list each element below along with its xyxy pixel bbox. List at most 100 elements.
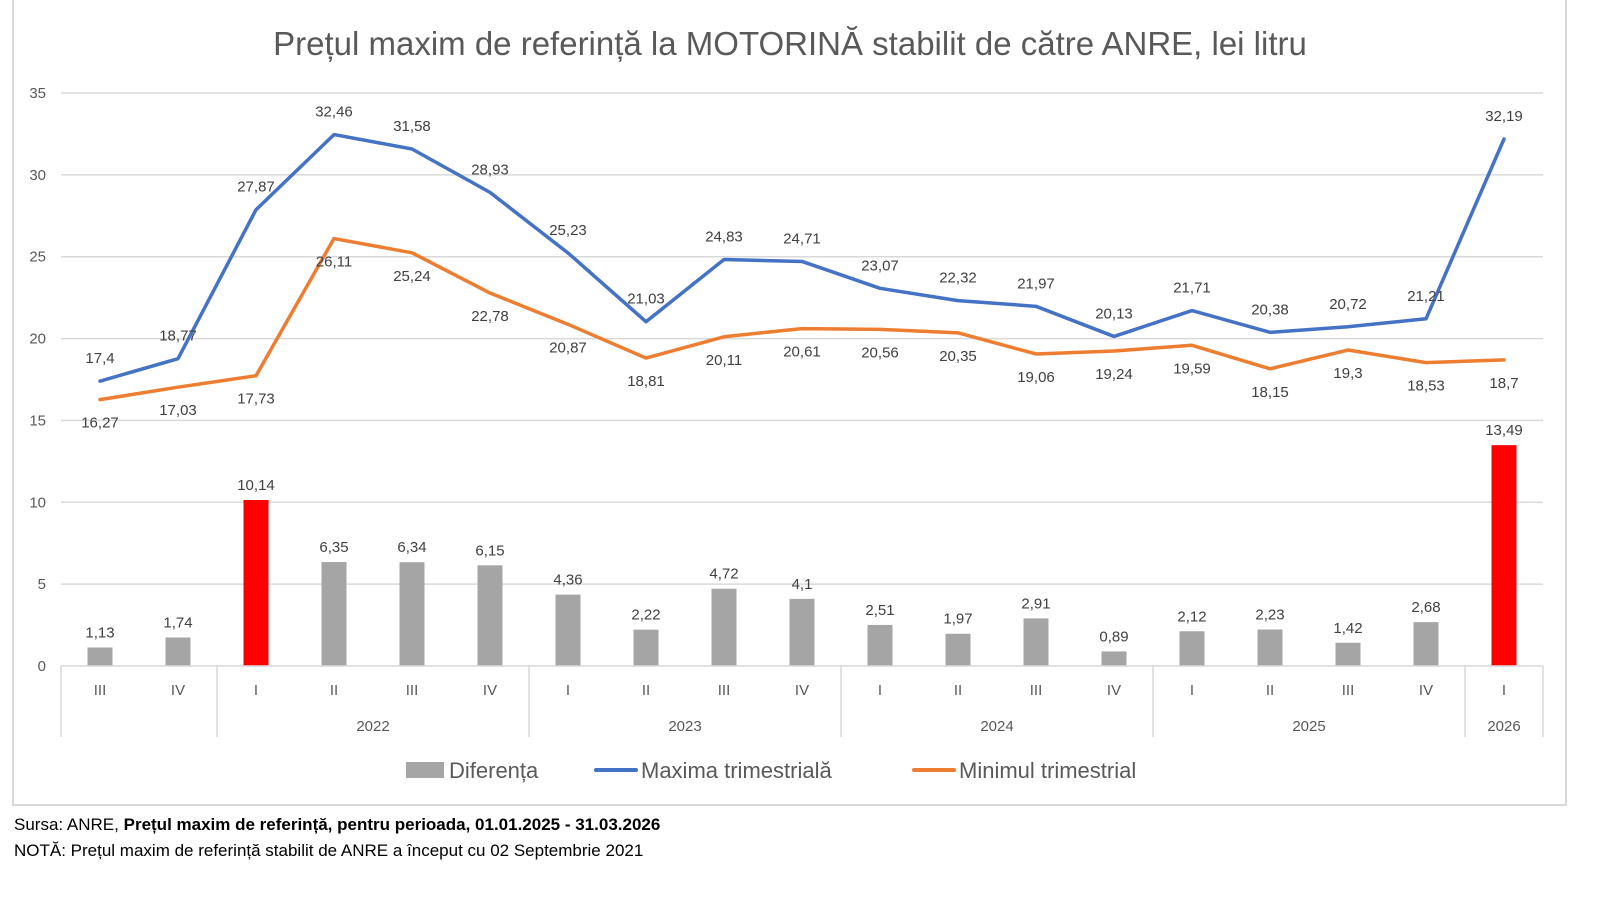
bar-diferenta bbox=[1179, 631, 1205, 666]
bar-diferenta bbox=[1335, 642, 1361, 666]
min-data-label: 26,11 bbox=[316, 254, 352, 271]
y-tick-label: 5 bbox=[38, 576, 46, 593]
x-category-label: IV bbox=[483, 682, 497, 699]
max-data-label: 23,07 bbox=[861, 257, 899, 274]
line-series bbox=[98, 132, 1506, 402]
x-category-label: I bbox=[254, 682, 258, 699]
bar-data-label: 4,36 bbox=[553, 572, 582, 589]
x-category-label: I bbox=[566, 682, 570, 699]
y-tick-label: 20 bbox=[29, 331, 46, 348]
max-data-label: 32,19 bbox=[1485, 108, 1523, 125]
chart-title: Prețul maxim de referință la MOTORINĂ st… bbox=[273, 25, 1307, 62]
min-data-label: 20,56 bbox=[861, 344, 899, 361]
x-category-label: III bbox=[1030, 682, 1043, 699]
x-category-label: IV bbox=[1107, 682, 1121, 699]
bar-diferenta bbox=[945, 633, 971, 666]
x-category-label: IV bbox=[795, 682, 809, 699]
max-data-label: 20,38 bbox=[1251, 301, 1289, 318]
legend-swatch-diferenta bbox=[406, 762, 444, 778]
max-data-label: 28,93 bbox=[471, 161, 509, 178]
bar-diferenta bbox=[1491, 445, 1517, 666]
bar-diferenta bbox=[633, 629, 659, 666]
x-category-label: II bbox=[1266, 682, 1274, 699]
bar-diferenta bbox=[243, 499, 269, 666]
y-tick-label: 0 bbox=[38, 658, 46, 675]
max-data-label: 21,97 bbox=[1017, 275, 1055, 292]
x-year-label: 2026 bbox=[1487, 718, 1520, 735]
bar-data-label: 13,49 bbox=[1485, 422, 1523, 439]
max-data-label: 18,77 bbox=[159, 328, 197, 345]
legend: Diferența Maxima trimestrială Minimul trim… bbox=[406, 758, 1136, 783]
x-axis: III IV I II III IV I II III IV I II III IV I II III IV I20… bbox=[60, 665, 1544, 737]
max-data-label: 27,87 bbox=[237, 179, 275, 196]
x-category-label: I bbox=[1502, 682, 1506, 699]
bar-data-label: 6,15 bbox=[475, 542, 504, 559]
max-data-label: 25,23 bbox=[549, 222, 587, 239]
x-category-label: I bbox=[878, 682, 882, 699]
y-tick-label: 35 bbox=[29, 85, 46, 102]
min-data-label: 19,06 bbox=[1017, 369, 1055, 386]
min-data-label: 19,3 bbox=[1333, 365, 1362, 382]
line-minimul-trimestrial bbox=[98, 236, 1506, 402]
y-tick-label: 10 bbox=[29, 494, 46, 511]
y-tick-label: 25 bbox=[29, 249, 46, 266]
min-data-label: 19,24 bbox=[1095, 366, 1133, 383]
max-data-label: 20,13 bbox=[1095, 305, 1133, 322]
max-data-label: 24,71 bbox=[783, 230, 821, 247]
bar-data-label: 4,72 bbox=[709, 566, 738, 583]
min-data-label: 20,87 bbox=[549, 339, 587, 356]
chart-frame bbox=[12, 0, 1567, 806]
x-category-label: II bbox=[954, 682, 962, 699]
bar-diferenta bbox=[1257, 629, 1283, 666]
bar-data-label: 0,89 bbox=[1099, 628, 1128, 645]
min-data-label: 25,24 bbox=[393, 268, 431, 285]
source-bold: Prețul maxim de referință, pentru perioa… bbox=[123, 815, 661, 834]
bar-data-label: 10,14 bbox=[237, 477, 275, 494]
x-category-label: II bbox=[642, 682, 650, 699]
bar-data-label: 2,91 bbox=[1021, 595, 1050, 612]
min-data-label: 18,15 bbox=[1251, 384, 1289, 401]
max-data-label: 21,03 bbox=[627, 291, 665, 308]
bar-data-label: 1,97 bbox=[943, 611, 972, 628]
y-axis-ticks: 0 5 10 15 20 25 30 35 bbox=[29, 85, 46, 675]
x-category-label: II bbox=[330, 682, 338, 699]
max-data-label: 17,4 bbox=[85, 350, 114, 367]
max-data-label: 32,46 bbox=[315, 104, 353, 121]
source-note: Sursa: ANRE, Prețul maxim de referință, … bbox=[14, 815, 660, 835]
bar-diferenta bbox=[165, 637, 191, 666]
bar-diferenta bbox=[321, 562, 347, 666]
x-category-label: IV bbox=[1419, 682, 1433, 699]
max-data-label: 20,72 bbox=[1329, 296, 1367, 313]
bar-diferenta bbox=[711, 588, 737, 666]
bar-data-label: 2,68 bbox=[1411, 599, 1440, 616]
min-data-label: 17,73 bbox=[237, 391, 275, 408]
x-category-label: I bbox=[1190, 682, 1194, 699]
max-data-label: 24,83 bbox=[705, 228, 743, 245]
x-category-label: III bbox=[406, 682, 419, 699]
min-data-label: 17,03 bbox=[159, 402, 197, 419]
bar-data-label: 1,42 bbox=[1333, 620, 1362, 637]
max-data-label: 21,71 bbox=[1173, 280, 1211, 297]
x-category-label: III bbox=[718, 682, 731, 699]
x-year-label: 2022 bbox=[356, 718, 389, 735]
y-tick-label: 30 bbox=[29, 167, 46, 184]
x-category-label: IV bbox=[171, 682, 185, 699]
min-data-label: 18,81 bbox=[627, 373, 665, 390]
bar-diferenta bbox=[555, 594, 581, 666]
min-data-label: 20,35 bbox=[939, 348, 977, 365]
chart: Prețul maxim de referință la MOTORINĂ st… bbox=[29, 25, 1544, 783]
bar-data-label: 2,22 bbox=[631, 607, 660, 624]
bar-series-diferenta bbox=[87, 445, 1517, 666]
min-data-label: 16,27 bbox=[81, 415, 119, 432]
gridlines bbox=[61, 92, 1543, 585]
bar-data-label: 2,23 bbox=[1255, 606, 1284, 623]
x-category-label: III bbox=[1342, 682, 1355, 699]
data-labels: 1,13 1,74 10,14 6,35 6,34 6,15 4,36 2,22 4,72 4,1… bbox=[81, 104, 1523, 646]
bar-diferenta bbox=[1101, 651, 1127, 666]
bar-diferenta bbox=[789, 598, 815, 666]
footnote: NOTĂ: Prețul maxim de referință stabilit… bbox=[14, 841, 644, 860]
bar-diferenta bbox=[87, 647, 113, 666]
bar-diferenta bbox=[477, 565, 503, 666]
x-year-label: 2023 bbox=[668, 718, 701, 735]
max-data-label: 22,32 bbox=[939, 270, 977, 287]
